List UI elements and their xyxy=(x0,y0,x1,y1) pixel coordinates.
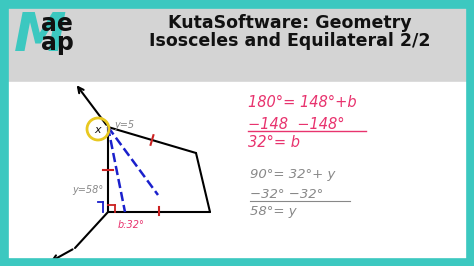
Text: −32° −32°: −32° −32° xyxy=(250,188,323,201)
Text: 32°= b: 32°= b xyxy=(248,135,300,150)
Text: 180°= 148°+b: 180°= 148°+b xyxy=(248,95,356,110)
Text: y=58°: y=58° xyxy=(73,185,104,195)
Text: 90°= 32°+ y: 90°= 32°+ y xyxy=(250,168,336,181)
Text: x: x xyxy=(95,125,101,135)
Text: 148°: 148° xyxy=(93,258,123,266)
Text: b:32°: b:32° xyxy=(118,220,145,230)
Text: 58°= y: 58°= y xyxy=(250,205,297,218)
Text: M: M xyxy=(14,10,66,62)
Bar xyxy=(5,82,469,261)
Text: y=5: y=5 xyxy=(114,120,134,130)
Bar xyxy=(5,5,469,82)
Text: ap: ap xyxy=(41,31,74,55)
Text: Isosceles and Equilateral 2/2: Isosceles and Equilateral 2/2 xyxy=(149,32,431,50)
Text: ae: ae xyxy=(41,12,73,36)
Text: −148  −148°: −148 −148° xyxy=(248,117,345,132)
Text: KutaSoftware: Geometry: KutaSoftware: Geometry xyxy=(168,14,412,32)
